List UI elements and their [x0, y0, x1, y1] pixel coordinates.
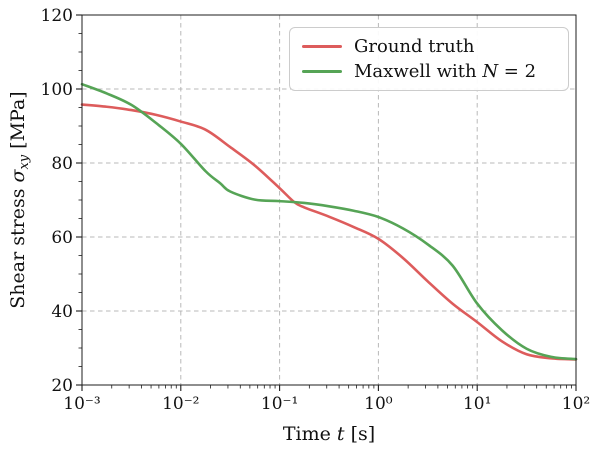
legend-label-maxwell: Maxwell with N = 2: [354, 60, 537, 82]
x-tick-label: 10²: [562, 394, 590, 414]
legend: Ground truth Maxwell with N = 2: [289, 27, 569, 91]
x-tick-label: 10⁻¹: [261, 394, 298, 414]
x-tick-label: 10⁰: [364, 394, 393, 414]
y-tick-label: 120: [41, 6, 73, 26]
y-tick-label: 40: [51, 302, 73, 322]
x-axis-label: Time t [s]: [283, 423, 375, 445]
plot-frame: [81, 14, 577, 386]
series-layer: [80, 82, 578, 361]
x-axis-label-text: Time: [283, 423, 337, 445]
ground-truth-line-swatch: [302, 45, 342, 48]
y-tick-label: 80: [51, 154, 73, 174]
y-axis-label-text: Shear stress: [7, 183, 29, 309]
y-axis-label-subscript: xy: [17, 154, 32, 169]
tick-layer: [76, 14, 577, 391]
maxwell-line-swatch: [302, 70, 342, 73]
y-axis-label-math-sigma: σ: [7, 169, 29, 183]
ground-truth-line: [80, 103, 578, 361]
legend-label-ground-truth: Ground truth: [354, 35, 475, 57]
legend-item-maxwell: Maxwell with N = 2: [302, 60, 568, 82]
x-axis-label-units: [s]: [345, 423, 376, 445]
x-axis-label-math-t: t: [337, 423, 345, 445]
y-tick-label: 20: [51, 376, 73, 396]
x-tick-label: 10⁻³: [63, 394, 100, 414]
x-tick-label: 10¹: [463, 394, 491, 414]
y-tick-label: 100: [41, 80, 73, 100]
maxwell-line: [80, 82, 578, 361]
y-tick-label: 60: [51, 228, 73, 248]
tick-label-layer: 10⁻³ 10⁻² 10⁻¹ 10⁰ 10¹ 10² 20 40 60 80 100 120: [41, 6, 591, 414]
y-axis-label-units: [MPa]: [7, 91, 29, 155]
legend-item-ground-truth: Ground truth: [302, 35, 568, 57]
x-tick-label: 10⁻²: [162, 394, 199, 414]
y-axis-label: Shear stress σxy [MPa]: [7, 91, 32, 308]
